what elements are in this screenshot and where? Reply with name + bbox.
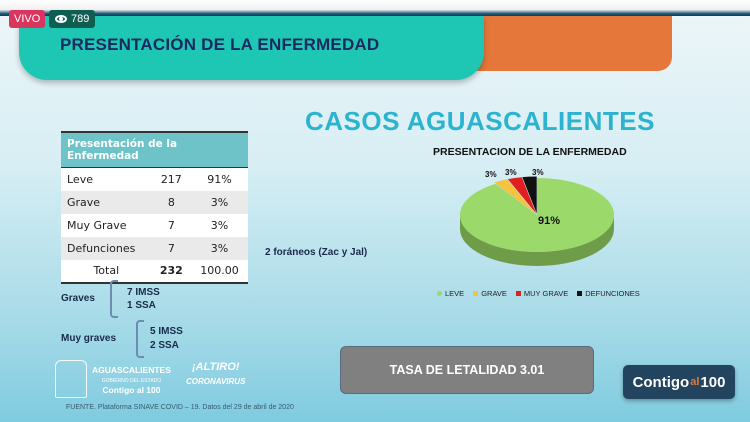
pie-slice-muy-grave xyxy=(507,177,537,214)
slice-label-grave: 3% xyxy=(485,170,497,179)
muy-graves-ssa: 2 SSA xyxy=(150,340,179,351)
view-count: 789 xyxy=(71,13,90,25)
table-header: Presentación de la Enfermedad xyxy=(61,132,248,168)
graves-label: Graves xyxy=(61,293,95,304)
row-label: Grave xyxy=(61,190,152,214)
pie-slice-grave xyxy=(494,179,536,214)
altiro-logo: ¡ALTIRO! CORONAVIRUS xyxy=(186,361,246,386)
row-count: 7 xyxy=(151,236,192,260)
state-seal-logo xyxy=(55,360,87,398)
legend-item: GRAVE xyxy=(473,289,507,298)
eye-icon xyxy=(55,15,67,23)
pie-depth xyxy=(460,215,614,266)
table-row: Defunciones 7 3% xyxy=(61,236,248,260)
slice-label-defunciones: 3% xyxy=(532,168,544,177)
muy-graves-brace xyxy=(136,320,144,358)
pie-slice-defunciones xyxy=(522,176,537,214)
legend-item: MUY GRAVE xyxy=(515,289,568,298)
header-banner xyxy=(19,16,484,80)
row-count: 217 xyxy=(151,167,192,191)
cases-table: Presentación de la Enfermedad Leve 217 91%… xyxy=(61,131,248,284)
row-pct: 3% xyxy=(191,213,248,237)
total-label: Total xyxy=(61,259,152,283)
orange-header-tab xyxy=(470,16,672,71)
total-pct: 100.00 xyxy=(191,259,248,283)
graves-brace xyxy=(110,280,118,318)
source-note: FUENTE. Plataforma SINAVE COVID – 19. Da… xyxy=(66,404,294,411)
row-pct: 3% xyxy=(191,236,248,260)
table-row: Grave 8 3% xyxy=(61,190,248,214)
tasa-letalidad-box: TASA DE LETALIDAD 3.01 xyxy=(340,346,594,394)
slice-label-leve: 91% xyxy=(538,215,561,227)
chart-legend: LEVE GRAVE MUY GRAVE DEFUNCIONES xyxy=(437,289,640,298)
muy-graves-imss: 5 IMSS xyxy=(150,326,183,337)
row-label: Muy Grave xyxy=(61,213,152,237)
foraneos-note: 2 foráneos (Zac y Jal) xyxy=(265,247,368,258)
contigo-al-100-logo: Contigo al 100 xyxy=(623,365,735,399)
view-count-badge: 789 xyxy=(49,10,96,28)
total-count: 232 xyxy=(151,259,192,283)
legend-item: LEVE xyxy=(437,289,464,298)
row-label: Leve xyxy=(61,167,152,191)
section-title: CASOS AGUASCALIENTES xyxy=(305,106,655,136)
muy-graves-label: Muy graves xyxy=(61,333,117,344)
table-row: Muy Grave 7 3% xyxy=(61,213,248,237)
graves-imss: 7 IMSS xyxy=(127,287,160,298)
pie-slice-leve xyxy=(460,178,615,252)
video-top-bar xyxy=(0,0,750,16)
table-row: Leve 217 91% xyxy=(61,167,248,191)
chart-title: PRESENTACION DE LA ENFERMEDAD xyxy=(433,146,627,158)
table-total-row: Total 232 100.00 xyxy=(61,259,248,283)
row-label: Defunciones xyxy=(61,236,152,260)
graves-ssa: 1 SSA xyxy=(127,300,156,311)
row-count: 7 xyxy=(151,213,192,237)
legend-item: DEFUNCIONES xyxy=(577,289,640,298)
row-pct: 3% xyxy=(191,190,248,214)
live-badge: VIVO xyxy=(9,10,46,28)
slice-label-muy-grave: 3% xyxy=(505,168,517,177)
row-count: 8 xyxy=(151,190,192,214)
row-pct: 91% xyxy=(191,167,248,191)
page-title: PRESENTACIÓN DE LA ENFERMEDAD xyxy=(60,35,380,54)
aguascalientes-logo: AGUASCALIENTES GOBIERNO DEL ESTADO Contigo… xyxy=(92,365,171,395)
